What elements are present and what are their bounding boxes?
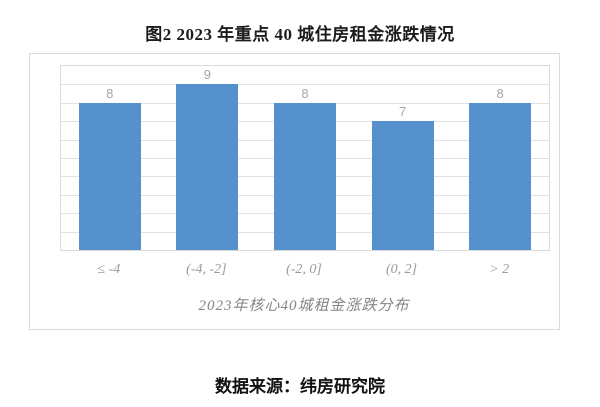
x-axis-title: 2023年核心40城租金涨跌分布 (198, 298, 410, 314)
data-source-note: 数据来源：纬房研究院 (215, 377, 385, 396)
x-axis-label: > 2 (489, 262, 510, 277)
figure-title: 图2 2023 年重点 40 城住房租金涨跌情况 (145, 25, 455, 44)
bar (469, 102, 532, 250)
bar-data-label: 7 (398, 104, 407, 120)
bar-category: 8 (61, 66, 159, 250)
x-axis-label: (0, 2] (386, 262, 418, 277)
bar-data-label: 8 (106, 85, 114, 101)
bar-data-label: 8 (496, 85, 504, 101)
plot-area: 8 9 8 7 8 (60, 65, 550, 251)
x-axis-label: (-4, -2] (186, 262, 227, 277)
x-axis-label: (-2, 0] (286, 262, 322, 277)
chart-frame: 8 9 8 7 8 ≤ -4 (-4, -2] (-2, 0] (0, 2] > 2 2023年… (29, 53, 560, 330)
bar-category: 9 (159, 66, 257, 250)
bar-category: 7 (354, 66, 452, 250)
bar (371, 121, 434, 250)
bar (78, 102, 141, 250)
bar-category: 8 (451, 66, 549, 250)
bar (273, 102, 336, 250)
bar (176, 84, 239, 250)
bar-data-label: 8 (301, 85, 309, 101)
gridline (61, 84, 549, 86)
x-axis-labels: ≤ -4 (-4, -2] (-2, 0] (0, 2] > 2 (60, 262, 548, 278)
bar-category: 8 (256, 66, 354, 250)
x-axis-label: ≤ -4 (97, 262, 121, 277)
bar-series: 8 9 8 7 8 (61, 66, 549, 250)
bar-data-label: 9 (203, 67, 211, 83)
